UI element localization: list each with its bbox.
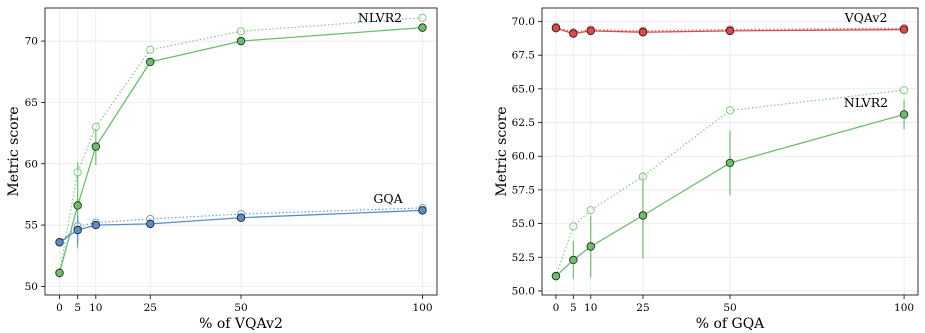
series-dotted-line <box>58 17 423 274</box>
x-tick-label: 50 <box>234 302 247 314</box>
data-point <box>55 268 64 278</box>
plot-frame <box>44 7 438 296</box>
y-tick-label: 57.5 <box>512 184 535 196</box>
y-tick-label: 55.0 <box>512 218 535 230</box>
y-tick-label: 70.0 <box>512 16 535 28</box>
data-point <box>236 36 246 46</box>
dotted-point <box>638 172 648 181</box>
y-tick-label: 60 <box>25 158 38 170</box>
y-tick-label: 70 <box>25 36 38 48</box>
x-axis-label: % of GQA <box>696 316 765 332</box>
dotted-point <box>586 206 595 215</box>
dotted-point <box>236 27 246 36</box>
x-tick-label: 25 <box>636 302 649 314</box>
y-tick-label: 67.5 <box>512 50 535 62</box>
y-tick-label: 62.5 <box>512 117 535 129</box>
plot-area <box>55 13 427 278</box>
y-tick-label: 50 <box>25 281 38 293</box>
series-label: NLVR2 <box>358 10 402 25</box>
dotted-point <box>899 86 909 95</box>
x-tick-label: 10 <box>89 302 102 314</box>
y-axis-label: Metric score <box>494 106 510 196</box>
series-label: VQAv2 <box>844 10 888 25</box>
x-tick-label: 50 <box>723 302 736 314</box>
data-point <box>899 110 909 119</box>
data-point <box>236 213 246 222</box>
x-tick-label: 5 <box>570 302 577 314</box>
x-tick-label: 100 <box>412 302 432 314</box>
data-point <box>146 219 155 229</box>
y-axis-label: Metric score <box>6 106 22 196</box>
plot-area <box>551 22 909 281</box>
data-point <box>146 57 155 67</box>
data-point <box>725 26 735 36</box>
x-tick-label: 100 <box>894 302 914 314</box>
series-dotted-line <box>555 89 905 277</box>
data-point <box>73 201 82 210</box>
dotted-point <box>725 106 735 115</box>
dotted-point <box>146 45 155 54</box>
dotted-point <box>91 122 100 132</box>
series-gqa <box>55 203 427 247</box>
dotted-point <box>569 222 578 231</box>
x-tick-label: 0 <box>553 302 560 314</box>
x-axis-label: % of VQAv2 <box>199 316 283 332</box>
y-tick-label: 65.0 <box>512 83 535 95</box>
series-solid-line <box>58 26 423 274</box>
data-point <box>418 206 427 215</box>
x-tick-label: 25 <box>144 302 157 314</box>
series-vqav2 <box>551 22 909 38</box>
plot-frame <box>541 7 919 296</box>
data-point <box>638 211 648 220</box>
data-point <box>899 25 909 34</box>
data-point <box>725 158 735 168</box>
dotted-point <box>418 13 427 22</box>
data-point <box>418 23 427 32</box>
data-point <box>55 238 64 247</box>
dotted-point <box>73 168 82 177</box>
y-tick-label: 60.0 <box>512 151 535 163</box>
data-point <box>586 26 595 36</box>
y-tick-label: 52.5 <box>512 252 535 264</box>
data-point <box>73 225 82 235</box>
data-point <box>551 24 561 33</box>
data-point <box>91 142 101 151</box>
data-point <box>638 28 648 37</box>
series-nlvr2 <box>551 86 909 281</box>
y-tick-label: 65 <box>25 97 38 109</box>
data-point <box>586 242 595 251</box>
data-point <box>551 271 561 281</box>
chart-panel-1: 0 5 10 25 50 100 50 55 60 65 70 % of VQAv2 Metric sc… <box>6 7 438 332</box>
x-tick-label: 10 <box>584 302 597 314</box>
y-tick-label: 50.0 <box>512 285 535 297</box>
x-tick-label: 0 <box>56 302 63 314</box>
series-label: NLVR2 <box>844 95 888 110</box>
y-tick-label: 55 <box>25 220 38 232</box>
data-point <box>569 255 578 265</box>
data-point <box>91 220 101 230</box>
series-label: GQA <box>373 191 403 206</box>
series-dotted-line <box>59 207 423 243</box>
chart-panel-2: 0 5 10 25 50 100 50.0 52.5 55.0 57.5 60.0 62.5 65.0 6… <box>494 7 919 332</box>
x-tick-label: 5 <box>74 302 81 314</box>
data-point <box>569 29 578 38</box>
